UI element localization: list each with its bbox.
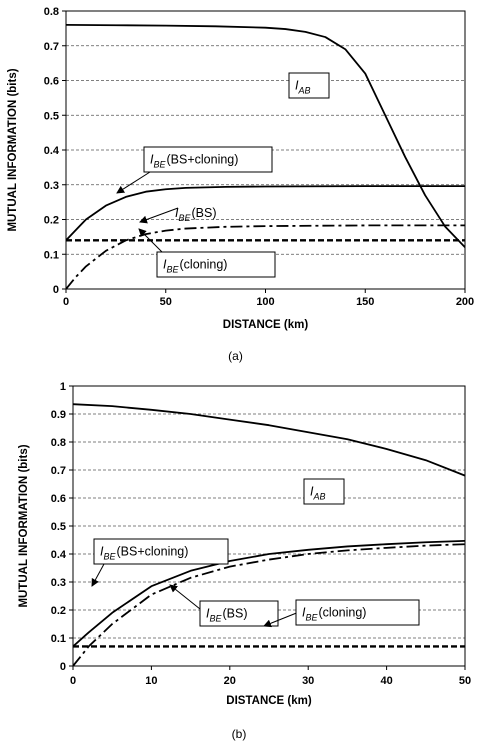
y-tick-label: 0.6 — [51, 493, 66, 505]
callout-box — [303, 478, 345, 505]
callout-arrow — [91, 563, 105, 587]
y-tick-label: 0.8 — [51, 437, 66, 449]
grid-lines — [66, 10, 465, 255]
y-tick-label: 0.7 — [44, 41, 59, 53]
callout-suffix: (cloning) — [319, 606, 367, 620]
callout-box — [93, 538, 229, 565]
x-tick-label: 50 — [160, 296, 172, 308]
x-tick-label: 150 — [356, 296, 374, 308]
callout-subscript: BE — [178, 213, 191, 223]
series-callout: IBE(cloning) — [263, 599, 420, 628]
y-tick-label: 0.3 — [44, 180, 59, 192]
callout-subscript: AB — [312, 492, 325, 502]
series-callout: IAB — [303, 478, 345, 505]
callout-symbol: I — [310, 485, 314, 499]
series-line-i-be-bs-cloning — [66, 185, 465, 241]
callout-suffix: (BS+cloning) — [117, 545, 189, 559]
callout-box — [143, 146, 273, 173]
y-tick-label: 0.1 — [44, 249, 59, 261]
series-group — [73, 403, 465, 666]
x-tick-label: 200 — [456, 296, 474, 308]
series-callout: IBE(cloning) — [138, 228, 276, 278]
callout-suffix: (BS) — [192, 206, 217, 220]
callout-subscript: BE — [153, 160, 166, 170]
series-line-i-be-bs — [73, 543, 465, 666]
y-tick-label: 0.5 — [51, 521, 66, 533]
y-tick-label: 0.7 — [51, 465, 66, 477]
callout-label: IBE(cloning) — [302, 606, 366, 623]
series-line-i-be-bs — [66, 224, 465, 289]
callout-label: IBE(cloning) — [163, 258, 227, 275]
callout-symbol: I — [150, 153, 154, 167]
series-callout: IAB — [288, 72, 330, 99]
callout-subscript: BE — [209, 614, 222, 624]
callout-subscript: AB — [297, 86, 310, 96]
callout-suffix: (BS+cloning) — [167, 153, 239, 167]
callout-symbol: I — [295, 79, 299, 93]
callout-arrow — [169, 584, 201, 610]
x-tick-label: 0 — [63, 296, 69, 308]
y-tick-label: 0.2 — [44, 215, 59, 227]
x-tick-label: 50 — [459, 675, 471, 687]
callout-symbol: I — [175, 206, 179, 220]
y-tick-label: 0.8 — [44, 6, 59, 18]
callout-arrow — [116, 171, 151, 194]
callout-box — [156, 251, 276, 278]
callout-box — [295, 599, 420, 626]
series-group — [66, 24, 465, 289]
callout-symbol: I — [100, 545, 104, 559]
y-tick-label: 0 — [53, 284, 59, 296]
series-line-i-ab — [73, 403, 465, 477]
callout-box — [288, 72, 330, 99]
y-tick-label: 0.1 — [51, 633, 66, 645]
y-tick-label: 0.4 — [44, 145, 60, 157]
callout-suffix: (cloning) — [180, 258, 228, 272]
y-tick-label: 0.3 — [51, 577, 66, 589]
x-axis-label: DISTANCE (km) — [226, 695, 312, 707]
x-tick-label: 0 — [70, 675, 76, 687]
series-callout: IBE(BS) — [169, 584, 279, 627]
series-callout: IBE(BS+cloning) — [116, 146, 273, 194]
y-tick-label: 0.5 — [44, 110, 59, 122]
panel-caption: (b) — [232, 727, 247, 741]
x-tick-label: 10 — [145, 675, 157, 687]
callout-symbol: I — [206, 607, 210, 621]
callout-label: IBE(BS) — [206, 607, 248, 624]
callout-label: IBE(BS+cloning) — [100, 545, 188, 562]
callout-label: IBE(BS+cloning) — [150, 153, 238, 170]
x-tick-label: 30 — [302, 675, 314, 687]
chart-panel-a: 0 0.1 0.2 0.3 0.4 0.5 0.6 0.7 0.8 0 50 100 150 200 DIS… — [7, 6, 474, 363]
y-tick-label: 0.2 — [51, 605, 66, 617]
x-tick-label: 40 — [380, 675, 392, 687]
callout-symbol: I — [163, 258, 167, 272]
callout-symbol: I — [302, 606, 306, 620]
series-line-i-be-bs-cloning — [73, 539, 465, 648]
x-tick-label: 20 — [224, 675, 236, 687]
chart-panel-b: 00.10.20.30.40.50.60.70.80.910 10 20 30 40 50… — [18, 381, 471, 741]
series-callout: IBE(BS) — [139, 206, 217, 224]
callout-suffix: (BS) — [223, 607, 248, 621]
y-axis-label: MUTUAL INFORMATION (bits) — [18, 444, 30, 607]
callout-label: IBE(BS) — [175, 206, 217, 223]
x-tick-label: 100 — [256, 296, 274, 308]
y-tick-label: 0.6 — [44, 76, 59, 88]
y-tick-label: 0.9 — [51, 409, 66, 421]
x-axis-label: DISTANCE (km) — [223, 319, 309, 331]
y-axis-label: MUTUAL INFORMATION (bits) — [7, 68, 19, 231]
y-tick-label: 1 — [60, 381, 66, 393]
callout-subscript: BE — [166, 265, 179, 275]
series-callout: IBE(BS+cloning) — [91, 538, 229, 587]
y-tick-label: 0 — [60, 661, 66, 673]
callout-label: IAB — [295, 79, 311, 96]
y-tick-label: 0.4 — [51, 549, 67, 561]
callout-arrow — [139, 207, 179, 224]
callout-arrow — [138, 228, 163, 253]
callout-arrow — [263, 611, 300, 628]
panel-caption: (a) — [228, 349, 243, 363]
callout-subscript: BE — [103, 552, 116, 562]
callout-subscript: BE — [305, 613, 318, 623]
callout-label: IAB — [310, 485, 326, 502]
series-line-i-ab — [66, 24, 465, 248]
